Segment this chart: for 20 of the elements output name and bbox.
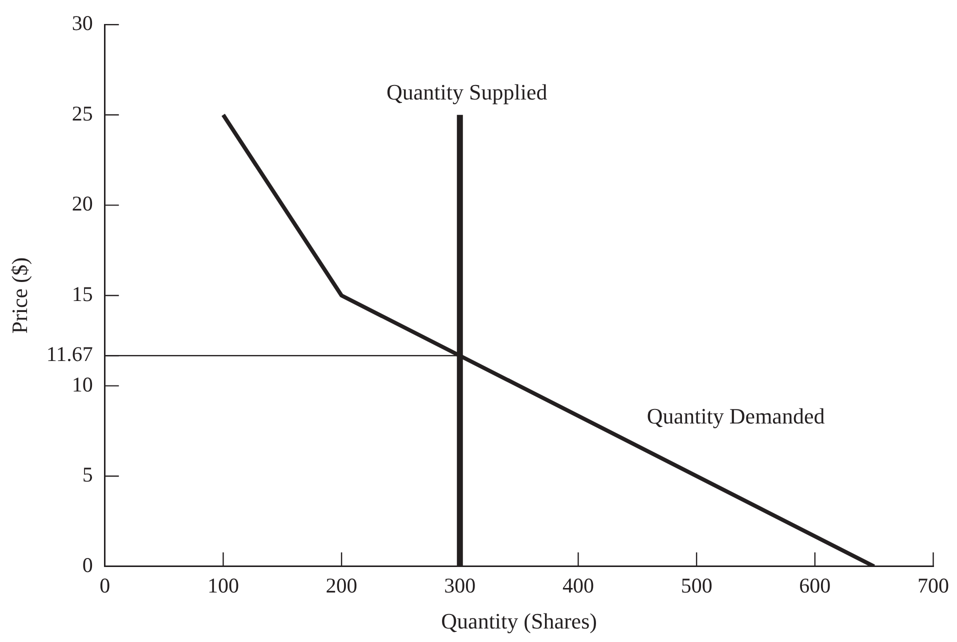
series-label: Quantity Demanded: [646, 404, 825, 429]
series-label: Quantity Supplied: [386, 80, 548, 105]
y-tick-label: 20: [72, 192, 93, 216]
x-tick-label: 400: [562, 574, 594, 598]
x-tick-label: 700: [918, 574, 949, 598]
y-tick-label: 25: [72, 101, 93, 126]
y-tick-label: 15: [72, 282, 93, 306]
y-tick-label: 0: [82, 552, 93, 577]
y-tick-label: 11.67: [46, 342, 93, 366]
y-axis-title: Price ($): [6, 257, 32, 334]
x-axis-title: Quantity (Shares): [441, 608, 597, 634]
y-tick-label: 5: [82, 462, 93, 487]
y-tick-label: 10: [72, 372, 93, 396]
x-tick-label: 200: [326, 574, 358, 598]
y-tick-label: 30: [72, 11, 93, 36]
x-tick-label: 100: [207, 574, 239, 598]
x-tick-label: 500: [680, 574, 712, 598]
x-tick-label: 0: [100, 574, 110, 598]
x-tick-label: 300: [444, 574, 476, 598]
x-tick-label: 600: [799, 574, 831, 598]
